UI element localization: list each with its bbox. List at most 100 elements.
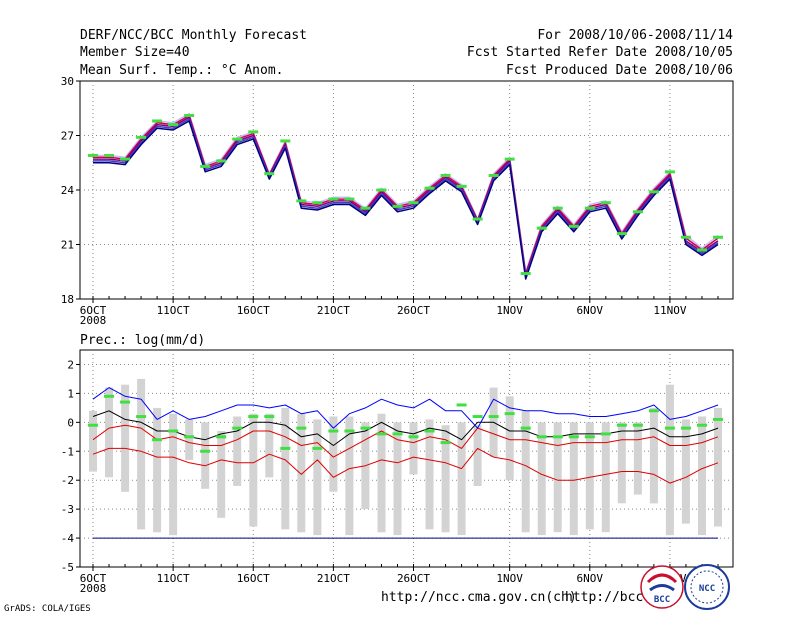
precip-range-bar-38 (698, 416, 706, 536)
precip-range-bar-35 (649, 407, 658, 504)
precip-range-bar-22 (441, 425, 450, 533)
precip-range-bar-28 (537, 422, 546, 536)
precip-range-bar-3 (137, 378, 146, 530)
precip-range-bar-11 (265, 413, 274, 478)
temperature-frame (79, 80, 734, 300)
header-right-line-2: Fcst Started Refer Date 2008/10/05 (467, 45, 733, 60)
p1-xtick-label-7: 11NOV (653, 304, 686, 317)
footer-url-bcc[interactable]: http://bcc. (565, 590, 651, 605)
precip-range-bar-32 (601, 422, 610, 533)
p2-xtick-label-1: 11OCT (157, 572, 190, 585)
p1-xtick-sub-0: 2008 (80, 314, 107, 327)
precip-range-bar-16 (345, 416, 354, 536)
temp-line-mean (93, 116, 719, 277)
precip-range-bar-37 (681, 419, 690, 524)
precip-range-bar-8 (217, 431, 226, 518)
p1-xtick-label-2: 16OCT (237, 304, 270, 317)
precip-range-bar-31 (585, 422, 594, 530)
p2-xtick-label-3: 21OCT (317, 572, 350, 585)
temperature-y-axis: 18 21 24 27 30 (61, 75, 80, 306)
precip-range-bars (89, 378, 722, 536)
header-left-line-2: Member Size=40 (80, 45, 190, 60)
precip-range-bar-33 (617, 422, 626, 504)
p1-xtick-label-6: 6NOV (577, 304, 604, 317)
precip-title: Prec.: log(mm/d) (80, 333, 205, 348)
p2-ytick-label-3: -2 (61, 474, 74, 487)
precip-range-bar-6 (185, 419, 194, 460)
header-right-line-3: Fcst Produced Date 2008/10/06 (506, 63, 733, 78)
temperature-series (88, 112, 723, 280)
precip-range-bar-27 (521, 410, 530, 533)
p1-xtick-label-0: 6OCT (80, 304, 107, 317)
precip-range-bar-24 (473, 425, 482, 486)
bcc-logo-text: BCC (654, 595, 670, 605)
p2-xtick-label-0: 6OCT (80, 572, 107, 585)
bcc-logo: BCC (640, 565, 684, 609)
precip-line-median (92, 410, 719, 446)
footer-url-ncc[interactable]: http://ncc.cma.gov.cn(ch) (381, 590, 577, 605)
precip-x-axis: 6OCT200811OCT16OCT21OCT26OCT1NOV6NOV11NO… (80, 564, 719, 595)
precip-range-bar-13 (297, 413, 306, 533)
p1-xtick-label-4: 26OCT (397, 304, 430, 317)
p2-xtick-label-6: 6NOV (577, 572, 604, 585)
precip-range-bar-4 (153, 407, 162, 533)
precip-series (88, 387, 723, 539)
precip-range-bar-12 (281, 407, 290, 530)
precip-line-upper (92, 387, 719, 429)
header-left-line-3: Mean Surf. Temp.: °C Anom. (80, 63, 284, 78)
precip-range-bar-20 (409, 422, 418, 475)
precip-y-axis: -5 -4 -3 -2 -1 0 1 2 (61, 358, 80, 574)
p1-xtick-label-3: 21OCT (317, 304, 350, 317)
precip-range-bar-10 (249, 413, 258, 527)
temp-line-lower-mid (93, 118, 719, 278)
p2-ytick-label-5: 0 (67, 416, 74, 429)
p1-ytick-label-4: 30 (61, 75, 74, 88)
header-right-line-1: For 2008/10/06-2008/11/14 (537, 28, 733, 43)
precip-range-bar-2 (121, 384, 130, 492)
ncc-logo-text: NCC (699, 584, 715, 594)
precip-range-bar-15 (329, 416, 338, 492)
precip-line-lower-b (92, 447, 719, 484)
precip-range-bar-39 (714, 407, 722, 527)
precip-range-bar-21 (425, 419, 434, 530)
temp-line-lower (93, 120, 719, 280)
precip-range-bar-30 (569, 422, 578, 536)
p2-ytick-label-4: -1 (61, 445, 74, 458)
p2-ytick-label-0: -5 (61, 561, 74, 574)
precip-range-bar-0 (89, 410, 97, 472)
p2-ytick-label-2: -3 (61, 503, 74, 516)
p2-ytick-label-1: -4 (61, 532, 75, 545)
precip-frame (79, 349, 734, 568)
temp-line-upper (93, 112, 719, 273)
precip-range-bar-23 (457, 422, 466, 536)
p1-ytick-label-3: 27 (61, 130, 74, 143)
p1-ytick-label-2: 24 (61, 184, 75, 197)
precip-range-bar-5 (169, 413, 178, 536)
grads-credit: GrADS: COLA/IGES (4, 604, 91, 614)
precip-range-bar-19 (393, 422, 402, 536)
precip-range-bar-34 (633, 422, 642, 495)
p1-xtick-label-5: 1NOV (496, 304, 523, 317)
p2-xtick-label-4: 26OCT (397, 572, 430, 585)
header-left-line-1: DERF/NCC/BCC Monthly Forecast (80, 28, 307, 43)
precip-line-lower-a (92, 424, 719, 458)
precip-range-bar-18 (377, 413, 386, 533)
precip-range-bar-14 (313, 419, 322, 536)
p1-ytick-label-1: 21 (61, 239, 74, 252)
precip-range-bar-7 (201, 422, 210, 489)
precip-range-bar-36 (665, 384, 674, 536)
p1-xtick-label-1: 11OCT (157, 304, 190, 317)
p1-ytick-label-0: 18 (61, 293, 74, 306)
precip-range-bar-9 (233, 416, 242, 486)
p2-xtick-label-2: 16OCT (237, 572, 270, 585)
precip-range-bar-26 (505, 396, 514, 481)
p2-ytick-label-6: 1 (67, 387, 74, 400)
p2-xtick-label-5: 1NOV (496, 572, 523, 585)
precip-range-bar-29 (553, 422, 562, 533)
temperature-gridlines (80, 81, 733, 299)
p2-xtick-sub-0: 2008 (80, 582, 107, 595)
ncc-logo: NCC (684, 564, 730, 610)
